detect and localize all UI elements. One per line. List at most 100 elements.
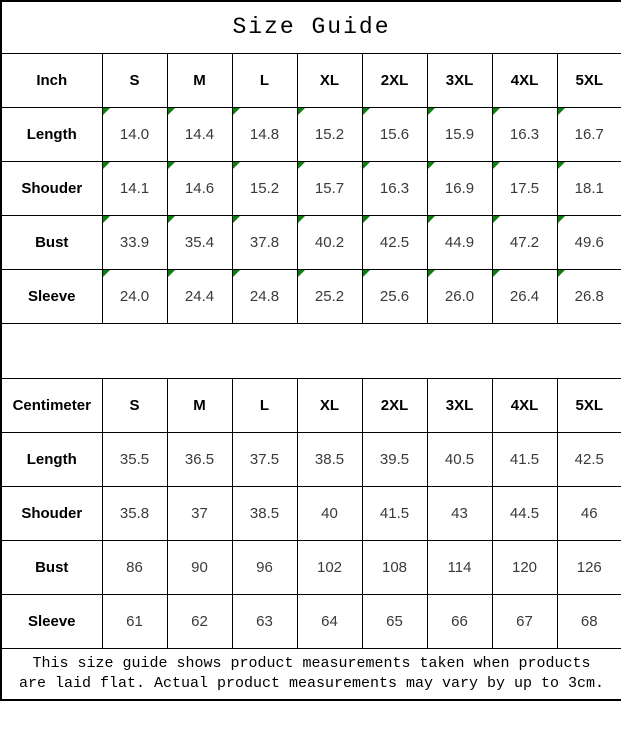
measurement-value: 15.2 — [314, 125, 345, 143]
measurement-cell: 24.8 — [231, 268, 298, 324]
cm-header-row: Centimeter S M L XL 2XL 3XL 4XL 5XL — [0, 377, 621, 433]
row-label: Shouder — [0, 160, 103, 216]
spacer-row — [0, 322, 621, 379]
cm-row-shouder: Shouder 35.8 37 38.5 40 41.5 43 44.5 46 — [0, 485, 621, 541]
measurement-cell: 40.2 — [296, 214, 363, 270]
measurement-cell: 90 — [166, 539, 233, 595]
size-header-s: S — [101, 377, 168, 433]
measurement-cell: 14.1 — [101, 160, 168, 216]
title-row: Size Guide — [0, 0, 621, 54]
measurement-value: 37.8 — [249, 233, 280, 251]
measurement-value: 15.2 — [249, 179, 280, 197]
measurement-cell: 15.7 — [296, 160, 363, 216]
measurement-cell: 26.0 — [426, 268, 493, 324]
corner-flag-icon — [168, 162, 175, 169]
measurement-cell: 43 — [426, 485, 493, 541]
title-section: Size Guide — [0, 0, 621, 54]
row-label: Bust — [0, 214, 103, 270]
measurement-value: 16.3 — [379, 179, 410, 197]
corner-flag-icon — [103, 270, 110, 277]
measurement-cell: 68 — [556, 593, 621, 649]
measurement-cell: 15.2 — [231, 160, 298, 216]
measurement-cell: 37.8 — [231, 214, 298, 270]
inch-row-length: Length 14.0 14.4 14.8 15.2 15.6 15.9 16.… — [0, 106, 621, 162]
measurement-value: 40.2 — [314, 233, 345, 251]
measurement-value: 16.3 — [509, 125, 540, 143]
measurement-value: 16.7 — [574, 125, 604, 143]
unit-label-inch: Inch — [0, 52, 103, 108]
measurement-cell: 33.9 — [101, 214, 168, 270]
measurement-cell: 46 — [556, 485, 621, 541]
corner-flag-icon — [363, 270, 370, 277]
corner-flag-icon — [363, 162, 370, 169]
corner-flag-icon — [233, 216, 240, 223]
measurement-cell: 37 — [166, 485, 233, 541]
measurement-cell: 24.4 — [166, 268, 233, 324]
measurement-value: 47.2 — [509, 233, 540, 251]
size-header-l: L — [231, 52, 298, 108]
measurement-cell: 36.5 — [166, 431, 233, 487]
measurement-cell: 14.4 — [166, 106, 233, 162]
corner-flag-icon — [428, 216, 435, 223]
page-title: Size Guide — [0, 0, 621, 54]
measurement-cell: 14.6 — [166, 160, 233, 216]
size-header-l: L — [231, 377, 298, 433]
measurement-value: 14.0 — [119, 125, 150, 143]
footer-note-line-1: This size guide shows product measuremen… — [32, 654, 591, 672]
footer-section: This size guide shows product measuremen… — [0, 647, 621, 701]
measurement-value: 25.2 — [314, 287, 345, 305]
row-label: Shouder — [0, 485, 103, 541]
size-header-4xl: 4XL — [491, 377, 558, 433]
measurement-cell: 24.0 — [101, 268, 168, 324]
measurement-cell: 25.6 — [361, 268, 428, 324]
size-header-2xl: 2XL — [361, 377, 428, 433]
measurement-cell: 120 — [491, 539, 558, 595]
measurement-cell: 41.5 — [491, 431, 558, 487]
corner-flag-icon — [493, 216, 500, 223]
corner-flag-icon — [558, 162, 565, 169]
measurement-cell: 40.5 — [426, 431, 493, 487]
measurement-cell: 35.8 — [101, 485, 168, 541]
corner-flag-icon — [363, 216, 370, 223]
measurement-cell: 86 — [101, 539, 168, 595]
measurement-cell: 44.5 — [491, 485, 558, 541]
measurement-value: 24.8 — [249, 287, 280, 305]
cm-row-bust: Bust 86 90 96 102 108 114 120 126 — [0, 539, 621, 595]
measurement-cell: 66 — [426, 593, 493, 649]
measurement-value: 14.1 — [119, 179, 150, 197]
measurement-cell: 35.4 — [166, 214, 233, 270]
measurement-value: 25.6 — [379, 287, 410, 305]
row-label: Length — [0, 106, 103, 162]
measurement-value: 24.0 — [119, 287, 150, 305]
corner-flag-icon — [168, 108, 175, 115]
corner-flag-icon — [298, 270, 305, 277]
measurement-cell: 15.2 — [296, 106, 363, 162]
measurement-cell: 47.2 — [491, 214, 558, 270]
measurement-cell: 15.9 — [426, 106, 493, 162]
unit-label-centimeter: Centimeter — [0, 377, 103, 433]
inch-table: Inch S M L XL 2XL 3XL 4XL 5XL Length 14.… — [0, 52, 621, 324]
measurement-value: 26.0 — [444, 287, 475, 305]
corner-flag-icon — [493, 108, 500, 115]
corner-flag-icon — [428, 162, 435, 169]
measurement-value: 26.4 — [509, 287, 540, 305]
measurement-cell: 65 — [361, 593, 428, 649]
inch-row-bust: Bust 33.9 35.4 37.8 40.2 42.5 44.9 47.2 … — [0, 214, 621, 270]
measurement-cell: 64 — [296, 593, 363, 649]
size-header-5xl: 5XL — [556, 377, 621, 433]
measurement-cell: 126 — [556, 539, 621, 595]
size-header-m: M — [166, 377, 233, 433]
corner-flag-icon — [558, 270, 565, 277]
measurement-cell: 61 — [101, 593, 168, 649]
measurement-cell: 44.9 — [426, 214, 493, 270]
size-header-xl: XL — [296, 52, 363, 108]
row-label: Sleeve — [0, 268, 103, 324]
measurement-cell: 41.5 — [361, 485, 428, 541]
corner-flag-icon — [168, 216, 175, 223]
corner-flag-icon — [428, 270, 435, 277]
measurement-cell: 14.8 — [231, 106, 298, 162]
corner-flag-icon — [298, 162, 305, 169]
footer-note-line-2: are laid flat. Actual product measuremen… — [18, 674, 605, 692]
size-header-5xl: 5XL — [556, 52, 621, 108]
